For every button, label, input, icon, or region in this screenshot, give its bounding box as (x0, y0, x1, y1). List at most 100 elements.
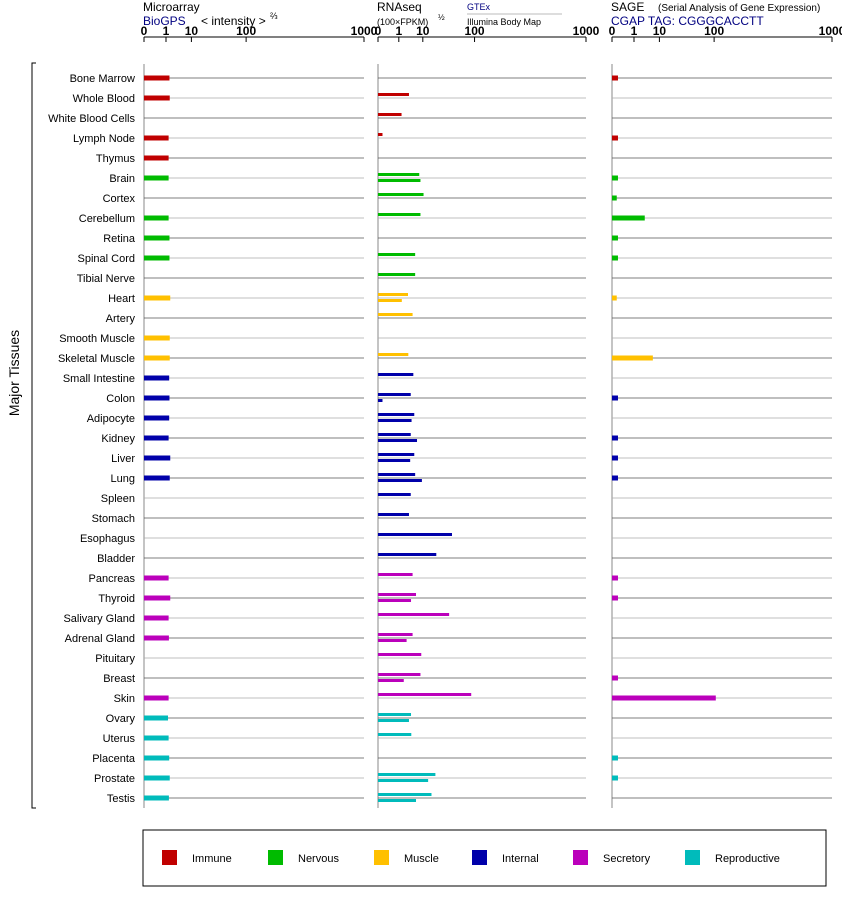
microarray-title: Microarray (143, 0, 200, 14)
rnaseq-gtex-bar (378, 533, 452, 536)
rnaseq-gtex-bar (378, 513, 409, 516)
tissue-row: Breast (103, 673, 832, 685)
rnaseq-gtex-bar (378, 253, 416, 256)
microarray-tick-label: 1000 (351, 24, 378, 38)
legend-swatch (573, 850, 588, 865)
tissue-label: Skeletal Muscle (58, 353, 135, 365)
tissue-row: Salivary Gland (63, 613, 832, 625)
rnaseq-gtex-bar (378, 673, 421, 676)
tissue-row: Lung (111, 473, 832, 485)
legend-swatch (162, 850, 177, 865)
sage-tick-label: 0 (609, 24, 616, 38)
tissue-label: Bone Marrow (70, 73, 135, 85)
microarray-bar (144, 135, 169, 141)
sage-bar (612, 595, 618, 601)
rnaseq-gtex-bar (378, 573, 413, 576)
tissue-label: Testis (107, 793, 136, 805)
rnaseq-tick-label: 100 (465, 24, 485, 38)
sage-tick-label: 1 (631, 24, 638, 38)
legend-item: Muscle (374, 850, 439, 865)
sage-bar (612, 235, 618, 241)
tissue-row: Bone Marrow (70, 73, 832, 85)
microarray-tick-label: 1 (163, 24, 170, 38)
legend-swatch (374, 850, 389, 865)
tissue-label: Bladder (97, 553, 135, 565)
legend-item: Reproductive (685, 850, 780, 865)
rnaseq-gtex-bar (378, 113, 402, 116)
rnaseq-gtex-bar (378, 293, 408, 296)
microarray-tick-label: 100 (236, 24, 256, 38)
tissue-label: Thymus (96, 153, 136, 165)
tissue-row: Adrenal Gland (65, 633, 832, 645)
tissue-row: Whole Blood (73, 93, 832, 105)
tissue-label: Smooth Muscle (59, 333, 135, 345)
legend-item: Nervous (268, 850, 339, 865)
tissue-label: Thyroid (98, 593, 135, 605)
rnaseq-source-illumina: Illumina Body Map (467, 17, 541, 27)
tissue-row: Spleen (101, 493, 832, 505)
rnaseq-tick-label: 1 (395, 24, 402, 38)
rnaseq-tick-label: 0 (375, 24, 382, 38)
rnaseq-gtex-bar (378, 133, 383, 136)
rnaseq-tick-label: 10 (416, 24, 430, 38)
microarray-bar (144, 455, 171, 461)
rnaseq-unit-exponent: ½ (438, 13, 445, 22)
tissue-row: Adipocyte (87, 413, 832, 425)
tissue-row: Stomach (92, 513, 832, 525)
sage-tag-label: CGAP TAG: CGGGCACCTT (611, 14, 764, 28)
sage-bar (612, 355, 653, 361)
rnaseq-gtex-bar (378, 793, 432, 796)
microarray-bar (144, 735, 169, 741)
microarray-bar (144, 695, 169, 701)
tissue-row: Thyroid (98, 593, 832, 605)
rnaseq-gtex-bar (378, 693, 472, 696)
sage-bar (612, 675, 618, 681)
microarray-bar (144, 175, 169, 181)
sage-tick-label: 1000 (819, 24, 842, 38)
tissue-row: Placenta (92, 753, 832, 765)
rnaseq-gtex-bar (378, 473, 416, 476)
microarray-bar (144, 155, 169, 161)
legend-item: Secretory (573, 850, 651, 865)
rnaseq-gtex-bar (378, 213, 421, 216)
legend-item: Immune (162, 850, 232, 865)
sage-bar (612, 455, 618, 461)
rnaseq-gtex-bar (378, 713, 412, 716)
tissue-row: Spinal Cord (78, 253, 832, 265)
rnaseq-illumina-bar (378, 479, 422, 482)
legend-label: Secretory (603, 853, 651, 865)
major-tissues-label: Major Tissues (6, 330, 22, 416)
microarray-unit-exponent: ⅔ (270, 11, 278, 21)
rnaseq-gtex-bar (378, 613, 450, 616)
tissue-label: Kidney (101, 433, 135, 445)
rnaseq-gtex-bar (378, 173, 420, 176)
tissue-label: Adrenal Gland (65, 633, 135, 645)
microarray-bar (144, 575, 169, 581)
tissue-bracket (31, 62, 36, 809)
rnaseq-illumina-bar (378, 399, 383, 402)
rnaseq-gtex-bar (378, 373, 414, 376)
rnaseq-illumina-bar (378, 419, 412, 422)
microarray-bar (144, 435, 169, 441)
rnaseq-gtex-bar (378, 433, 411, 436)
microarray-bar (144, 595, 171, 601)
rnaseq-gtex-bar (378, 653, 422, 656)
rnaseq-gtex-bar (378, 773, 436, 776)
microarray-bar (144, 395, 170, 401)
microarray-source: BioGPS (143, 14, 186, 28)
rnaseq-gtex-bar (378, 393, 411, 396)
sage-bar (612, 695, 716, 701)
legend-swatch (472, 850, 487, 865)
tissue-row: Colon (106, 393, 832, 405)
tissue-row: Testis (107, 793, 832, 805)
rnaseq-tick-label: 1000 (573, 24, 600, 38)
sage-bar (612, 435, 618, 441)
rnaseq-gtex-bar (378, 273, 416, 276)
rnaseq-illumina-bar (378, 679, 404, 682)
microarray-bar (144, 415, 170, 421)
tissue-row: White Blood Cells (48, 113, 832, 125)
legend-swatch (685, 850, 700, 865)
microarray-bar (144, 715, 169, 721)
tissue-label: Breast (103, 673, 135, 685)
